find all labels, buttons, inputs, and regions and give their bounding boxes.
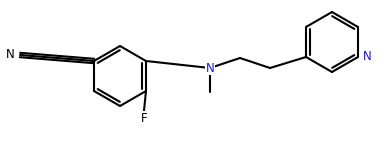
Text: N: N bbox=[206, 62, 214, 74]
Text: F: F bbox=[141, 112, 147, 124]
Text: N: N bbox=[6, 48, 15, 62]
Text: N: N bbox=[363, 50, 372, 64]
